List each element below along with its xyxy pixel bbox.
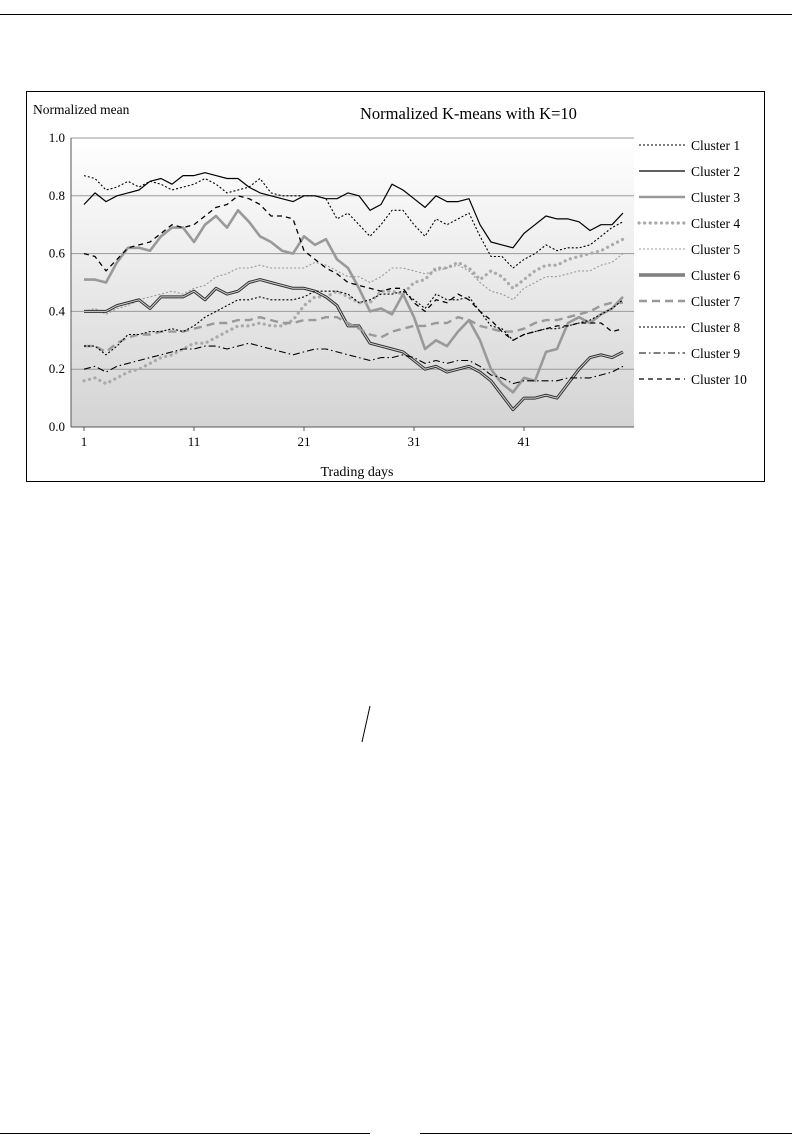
stray-slash-mark [361,705,371,743]
cluster-6-line-inner [84,279,624,411]
cluster-5-line [83,253,624,315]
chart-frame: 0.0 0.2 0.4 0.6 0.8 1.0 1 11 21 31 41 Cluster 1 Clu… [26,91,765,482]
cluster-7-line [84,301,623,354]
legend: Cluster 1 Cluster 2 Cluster 3 Cluster 4 Clus… [637,138,747,387]
x-tick-label: 1 [81,434,88,449]
footer-rule-right [420,1133,792,1134]
cluster-8-line [84,290,624,356]
cluster-1-legend-label: Cluster 1 [691,138,740,153]
cluster-9-line [83,342,624,385]
y-tick-label: 0.6 [49,246,66,261]
y-tick-label: 0.8 [49,188,65,203]
y-tick-label: 0.0 [49,419,65,434]
x-tick-label: 21 [298,434,311,449]
y-tick-label: 1.0 [49,130,65,145]
cluster-1-line [83,175,624,269]
footer-rule-left [0,1133,370,1134]
cluster-2-line [83,172,624,249]
kmeans-line-chart: 0.00.20.40.60.81.01 11 21 31 41 Cluster 1Clu… [33,102,747,480]
cluster-7-legend-label: Cluster 7 [691,294,740,309]
x-tick-label: 31 [408,434,421,449]
cluster-3-legend-label: Cluster 3 [691,190,740,205]
chart-title: Normalized K-means with K=10 [360,104,577,123]
x-tick-label: 11 [188,434,201,449]
cluster-6-legend-label: Cluster 6 [691,268,740,283]
series-lines [82,172,625,412]
x-tick-label: 41 [518,434,531,449]
cluster-8-legend-label: Cluster 8 [691,320,740,335]
y-tick-label: 0.2 [49,361,65,376]
cluster-5-legend-label: Cluster 5 [691,242,740,257]
y-tick-label: 0.4 [49,303,66,318]
cluster-10-line [83,195,624,341]
cluster-4-line [82,237,625,386]
cluster-2-legend-label: Cluster 2 [691,164,740,179]
cluster-9-legend-label: Cluster 9 [691,346,740,361]
cluster-10-legend-label: Cluster 10 [691,372,747,387]
cluster-4-legend-label: Cluster 4 [691,216,740,231]
plot-area-background [71,138,634,427]
axes: 0.00.20.40.60.81.01 11 21 31 41 [49,130,634,449]
x-axis-label: Trading days [321,465,394,480]
y-axis-label: Normalized mean [33,102,130,117]
top-rule [0,14,792,15]
